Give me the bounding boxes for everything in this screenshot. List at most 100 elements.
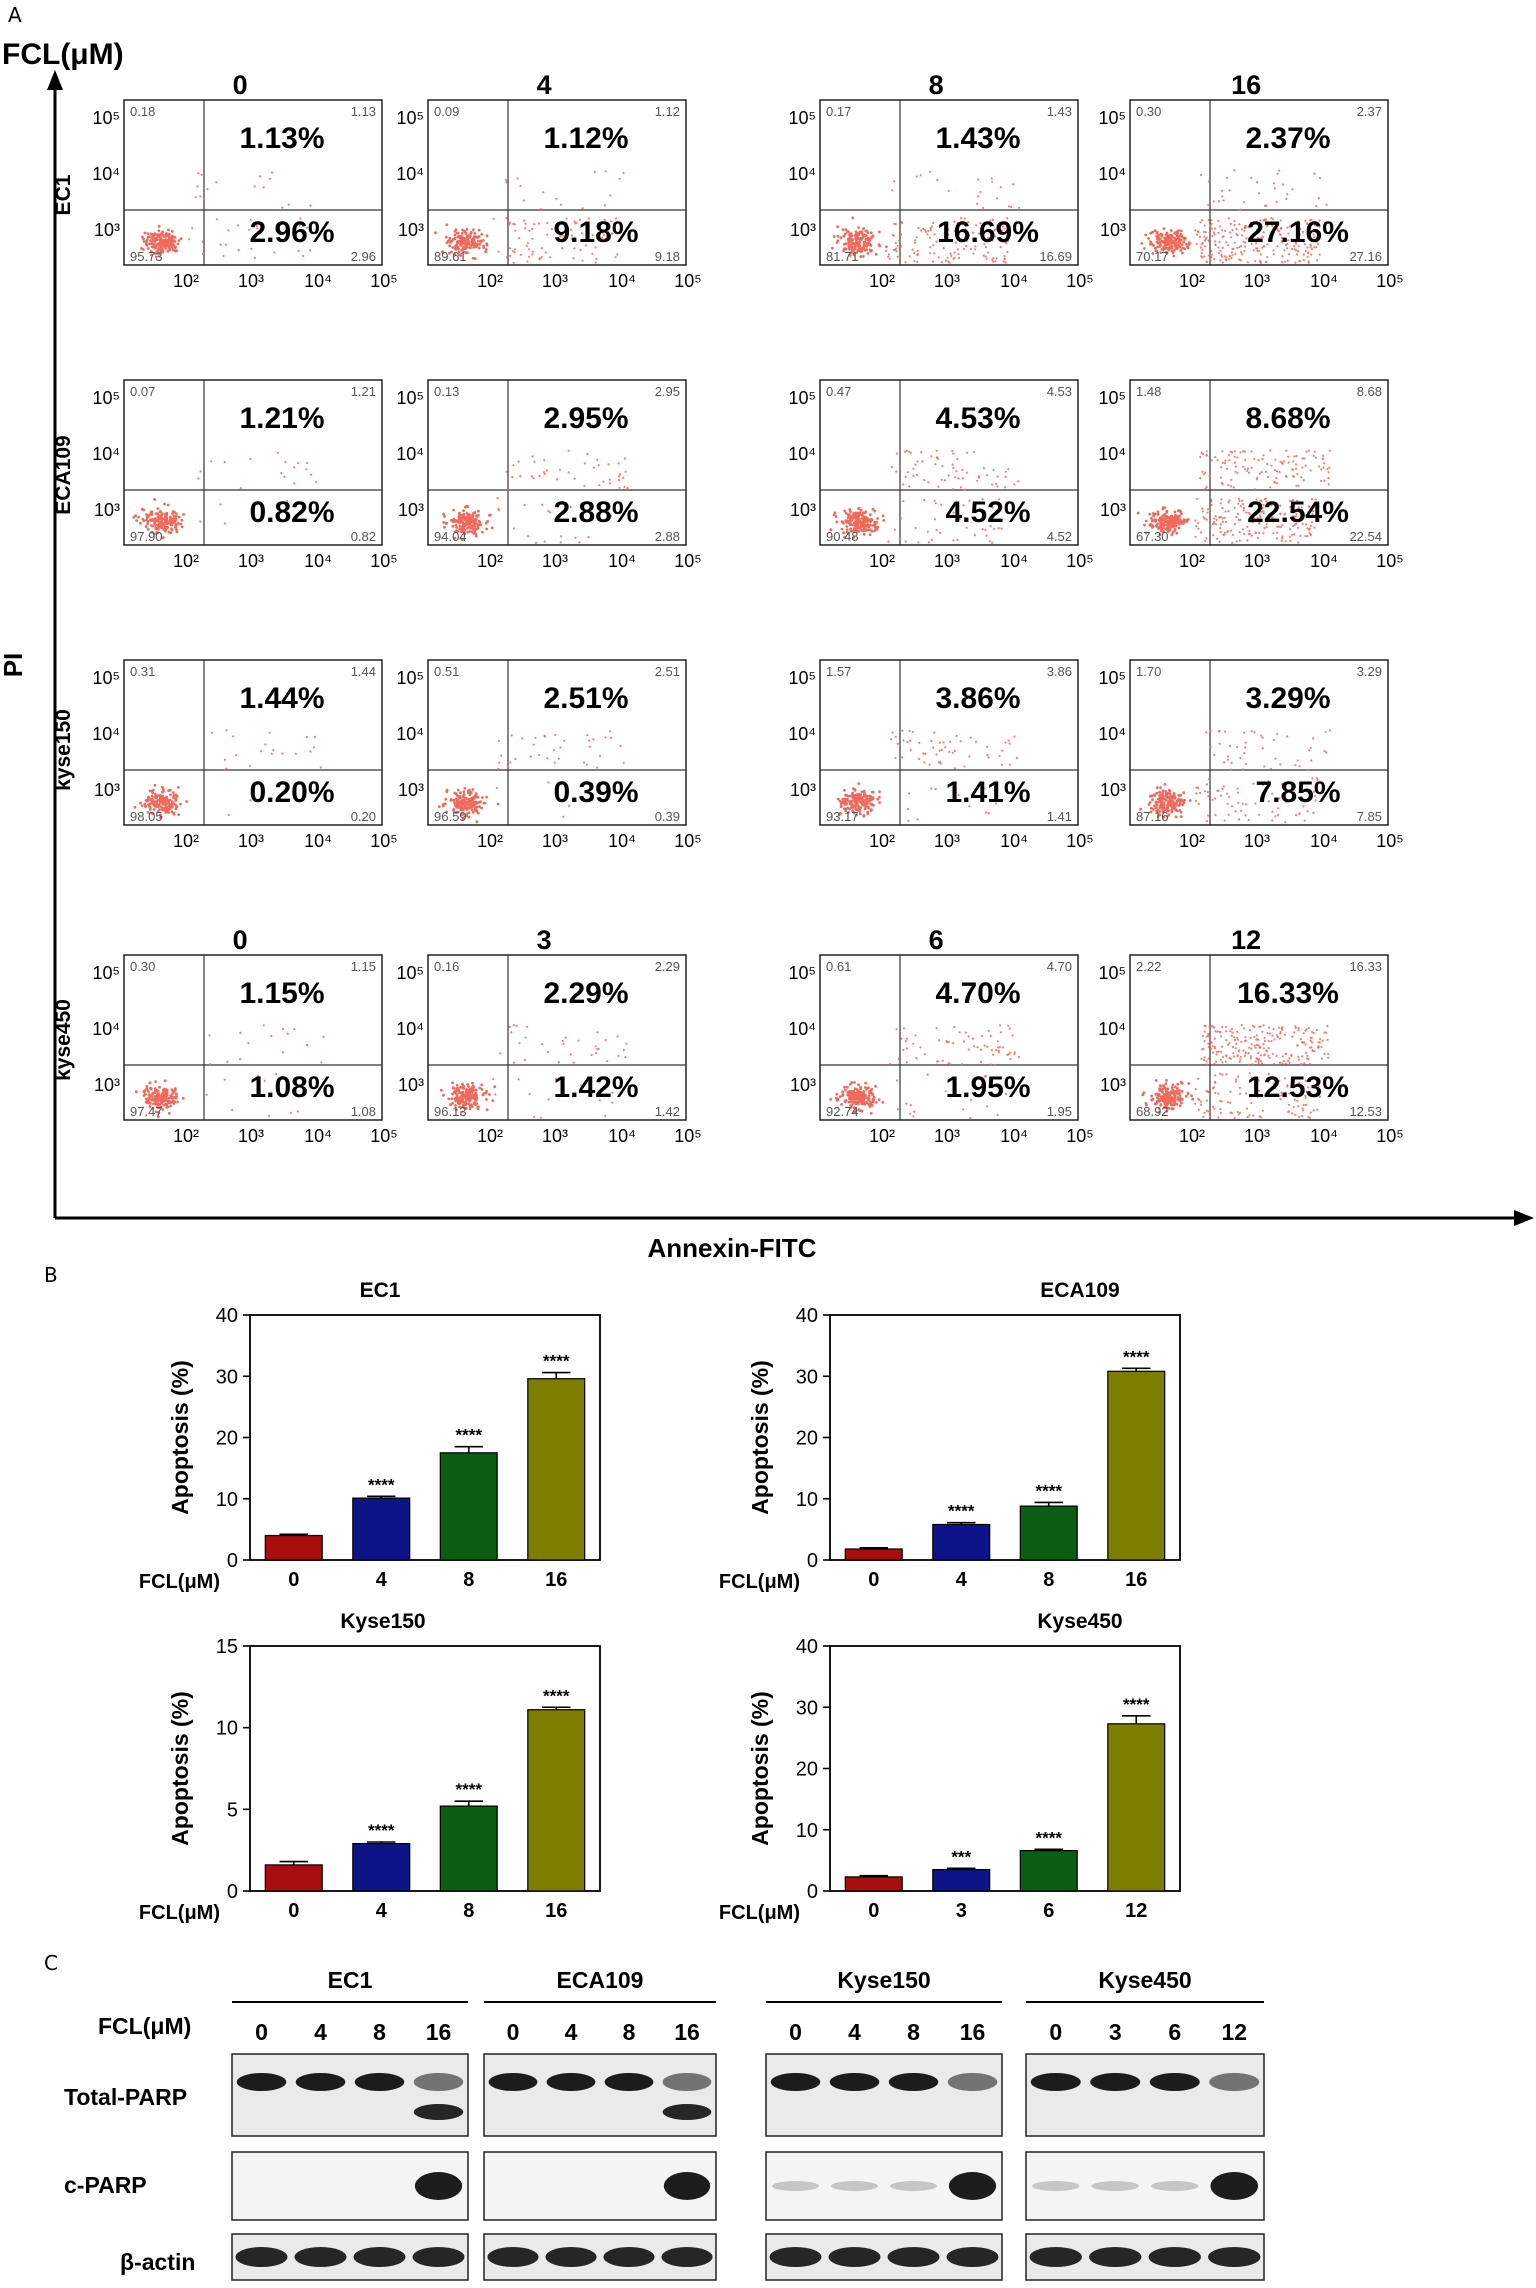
event-dot: [1267, 1073, 1270, 1076]
event-dot: [1229, 1101, 1232, 1104]
x-tick-label: 10²: [477, 271, 503, 291]
event-dot: [298, 224, 301, 227]
event-dot: [1291, 1035, 1294, 1038]
x-tick-label: 10²: [1179, 1126, 1205, 1146]
event-dot: [1280, 783, 1284, 786]
event-dot: [877, 243, 881, 247]
event-dot: [1303, 457, 1306, 460]
event-dot: [167, 1100, 171, 1103]
event-dot: [1159, 786, 1162, 789]
event-dot: [1272, 532, 1275, 535]
quadrant-ur-value: 1.12: [655, 104, 680, 119]
event-dot: [905, 1047, 908, 1050]
event-dot: [928, 170, 932, 173]
event-dot: [150, 253, 153, 257]
event-dot: [494, 1093, 497, 1096]
event-dot: [152, 242, 156, 246]
event-dot: [1323, 479, 1326, 482]
y-tick-label: 10³: [398, 780, 424, 800]
event-dot: [842, 234, 846, 238]
event-dot: [465, 519, 469, 523]
event-dot: [304, 519, 307, 522]
event-dot: [609, 514, 612, 518]
event-dot: [153, 498, 157, 501]
event-dot: [575, 221, 578, 224]
event-dot: [1243, 731, 1246, 734]
event-dot: [897, 1057, 900, 1060]
event-dot: [838, 811, 842, 815]
event-dot: [857, 520, 861, 524]
event-dot: [480, 233, 484, 236]
y-tick-label: 10: [216, 1718, 238, 1740]
event-dot: [209, 1063, 212, 1066]
event-dot: [1230, 1027, 1233, 1031]
event-dot: [156, 1092, 160, 1096]
event-dot: [281, 752, 284, 755]
event-dot: [1205, 731, 1208, 734]
event-dot: [896, 1079, 899, 1082]
event-dot: [995, 257, 998, 260]
x-tick-label: 10²: [1179, 831, 1205, 851]
event-dot: [1220, 253, 1223, 256]
event-dot: [305, 226, 309, 229]
event-dot: [1309, 746, 1312, 749]
quadrant-ll-value: 92.74: [826, 1104, 859, 1119]
event-dot: [150, 233, 154, 236]
event-dot: [953, 229, 956, 232]
event-dot: [160, 514, 163, 517]
event-dot: [1233, 169, 1236, 172]
event-dot: [306, 461, 309, 465]
event-dot: [1241, 234, 1244, 237]
event-dot: [1306, 768, 1309, 772]
event-dot: [902, 739, 905, 742]
event-dot: [1301, 466, 1304, 469]
event-dot: [171, 512, 174, 516]
event-dot: [473, 511, 477, 514]
event-dot: [1233, 1036, 1236, 1039]
event-dot: [1281, 241, 1284, 244]
event-dot: [1178, 245, 1182, 249]
y-tick-label: 10⁴: [92, 1019, 120, 1039]
event-dot: [556, 478, 559, 481]
event-dot: [223, 522, 226, 525]
event-dot: [992, 257, 995, 260]
event-dot: [904, 540, 907, 543]
y-axis-label: Apoptosis (%): [747, 1691, 773, 1846]
event-dot: [1248, 529, 1251, 533]
event-dot: [1304, 219, 1307, 222]
event-dot: [158, 794, 162, 797]
event-dot: [843, 509, 847, 513]
event-dot: [1170, 1107, 1173, 1111]
event-dot: [891, 731, 894, 734]
event-dot: [926, 1073, 929, 1076]
event-dot: [1226, 1101, 1230, 1104]
event-dot: [268, 731, 271, 734]
event-dot: [312, 746, 316, 749]
y-tick-label: 5: [227, 1799, 238, 1821]
event-dot: [573, 247, 576, 250]
upper-right-percent: 2.37%: [1245, 122, 1330, 155]
event-dot: [1013, 735, 1016, 738]
event-dot: [1258, 472, 1261, 475]
event-dot: [1008, 232, 1011, 235]
event-dot: [1225, 1073, 1228, 1076]
event-dot: [1320, 1045, 1323, 1048]
concentration-header: 0: [233, 70, 248, 100]
event-dot: [987, 812, 990, 815]
event-dot: [861, 236, 865, 239]
event-dot: [860, 249, 864, 253]
event-dot: [1226, 792, 1229, 795]
event-dot: [1194, 519, 1197, 522]
event-dot: [1182, 791, 1186, 795]
event-dot: [1257, 1051, 1260, 1055]
event-dot: [293, 466, 296, 469]
event-dot: [1171, 1088, 1175, 1092]
event-dot: [1205, 450, 1208, 453]
event-dot: [1244, 1039, 1247, 1042]
event-dot: [1160, 518, 1163, 521]
event-dot: [1197, 527, 1200, 530]
event-dot: [1173, 249, 1176, 252]
event-dot: [868, 248, 872, 252]
